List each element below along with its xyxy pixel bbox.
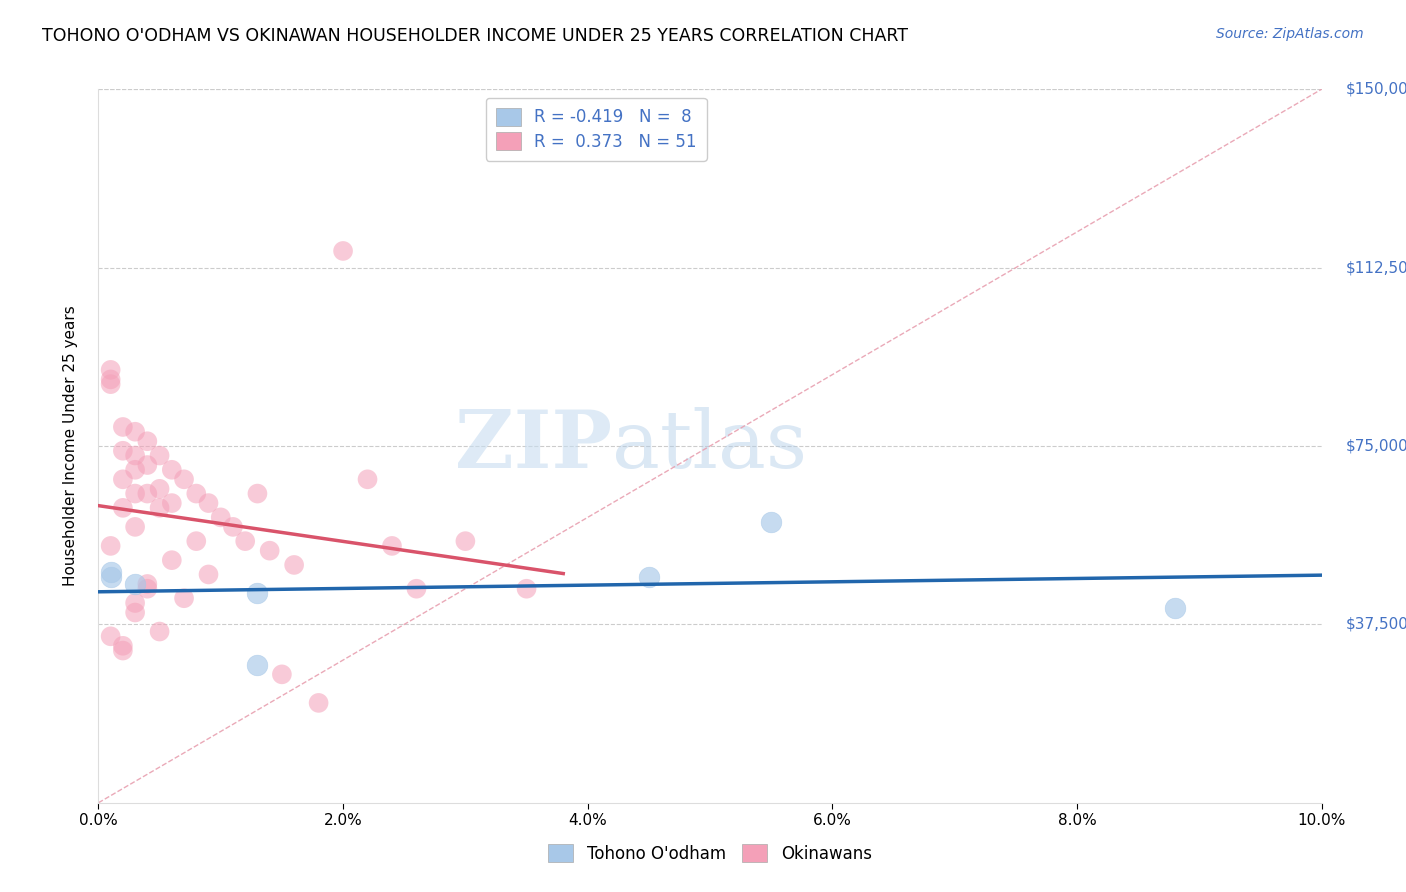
Point bbox=[100, 363, 122, 377]
Point bbox=[405, 582, 427, 596]
Point bbox=[100, 539, 122, 553]
Point bbox=[1164, 600, 1187, 615]
Point bbox=[111, 643, 134, 657]
Point bbox=[149, 624, 172, 639]
Point bbox=[124, 425, 146, 439]
Point bbox=[149, 482, 172, 496]
Point bbox=[111, 420, 134, 434]
Text: $112,500: $112,500 bbox=[1346, 260, 1406, 275]
Point bbox=[759, 515, 782, 529]
Point bbox=[197, 496, 219, 510]
Point bbox=[124, 606, 146, 620]
Text: $37,500: $37,500 bbox=[1346, 617, 1406, 632]
Point bbox=[332, 244, 354, 258]
Point bbox=[160, 463, 183, 477]
Point bbox=[197, 567, 219, 582]
Point bbox=[246, 657, 269, 672]
Point bbox=[124, 520, 146, 534]
Text: $75,000: $75,000 bbox=[1346, 439, 1406, 453]
Point bbox=[136, 486, 159, 500]
Point bbox=[308, 696, 330, 710]
Text: ZIP: ZIP bbox=[456, 407, 612, 485]
Point bbox=[516, 582, 538, 596]
Point bbox=[246, 586, 269, 600]
Text: TOHONO O'ODHAM VS OKINAWAN HOUSEHOLDER INCOME UNDER 25 YEARS CORRELATION CHART: TOHONO O'ODHAM VS OKINAWAN HOUSEHOLDER I… bbox=[42, 27, 908, 45]
Y-axis label: Householder Income Under 25 years: Householder Income Under 25 years bbox=[63, 306, 77, 586]
Point bbox=[124, 463, 146, 477]
Point bbox=[149, 449, 172, 463]
Point bbox=[100, 372, 122, 386]
Point bbox=[136, 434, 159, 449]
Point bbox=[270, 667, 292, 681]
Point bbox=[160, 553, 183, 567]
Point bbox=[100, 565, 122, 579]
Point bbox=[173, 591, 195, 606]
Point bbox=[136, 458, 159, 472]
Legend: Tohono O'odham, Okinawans: Tohono O'odham, Okinawans bbox=[538, 834, 882, 873]
Point bbox=[381, 539, 404, 553]
Point bbox=[454, 534, 477, 549]
Point bbox=[124, 449, 146, 463]
Point bbox=[111, 639, 134, 653]
Point bbox=[160, 496, 183, 510]
Point bbox=[173, 472, 195, 486]
Point bbox=[111, 500, 134, 515]
Point bbox=[186, 534, 208, 549]
Point bbox=[637, 570, 661, 584]
Point bbox=[209, 510, 232, 524]
Point bbox=[259, 543, 281, 558]
Point bbox=[283, 558, 305, 572]
Point bbox=[124, 577, 146, 591]
Point bbox=[100, 629, 122, 643]
Text: Source: ZipAtlas.com: Source: ZipAtlas.com bbox=[1216, 27, 1364, 41]
Point bbox=[136, 582, 159, 596]
Text: $150,000: $150,000 bbox=[1346, 82, 1406, 96]
Point bbox=[222, 520, 245, 534]
Point bbox=[356, 472, 378, 486]
Point bbox=[124, 596, 146, 610]
Point bbox=[100, 377, 122, 392]
Point bbox=[136, 577, 159, 591]
Point bbox=[100, 570, 122, 584]
Point bbox=[233, 534, 256, 549]
Point bbox=[186, 486, 208, 500]
Text: atlas: atlas bbox=[612, 407, 807, 485]
Point bbox=[111, 443, 134, 458]
Point bbox=[124, 486, 146, 500]
Point bbox=[246, 486, 269, 500]
Point bbox=[149, 500, 172, 515]
Point bbox=[111, 472, 134, 486]
